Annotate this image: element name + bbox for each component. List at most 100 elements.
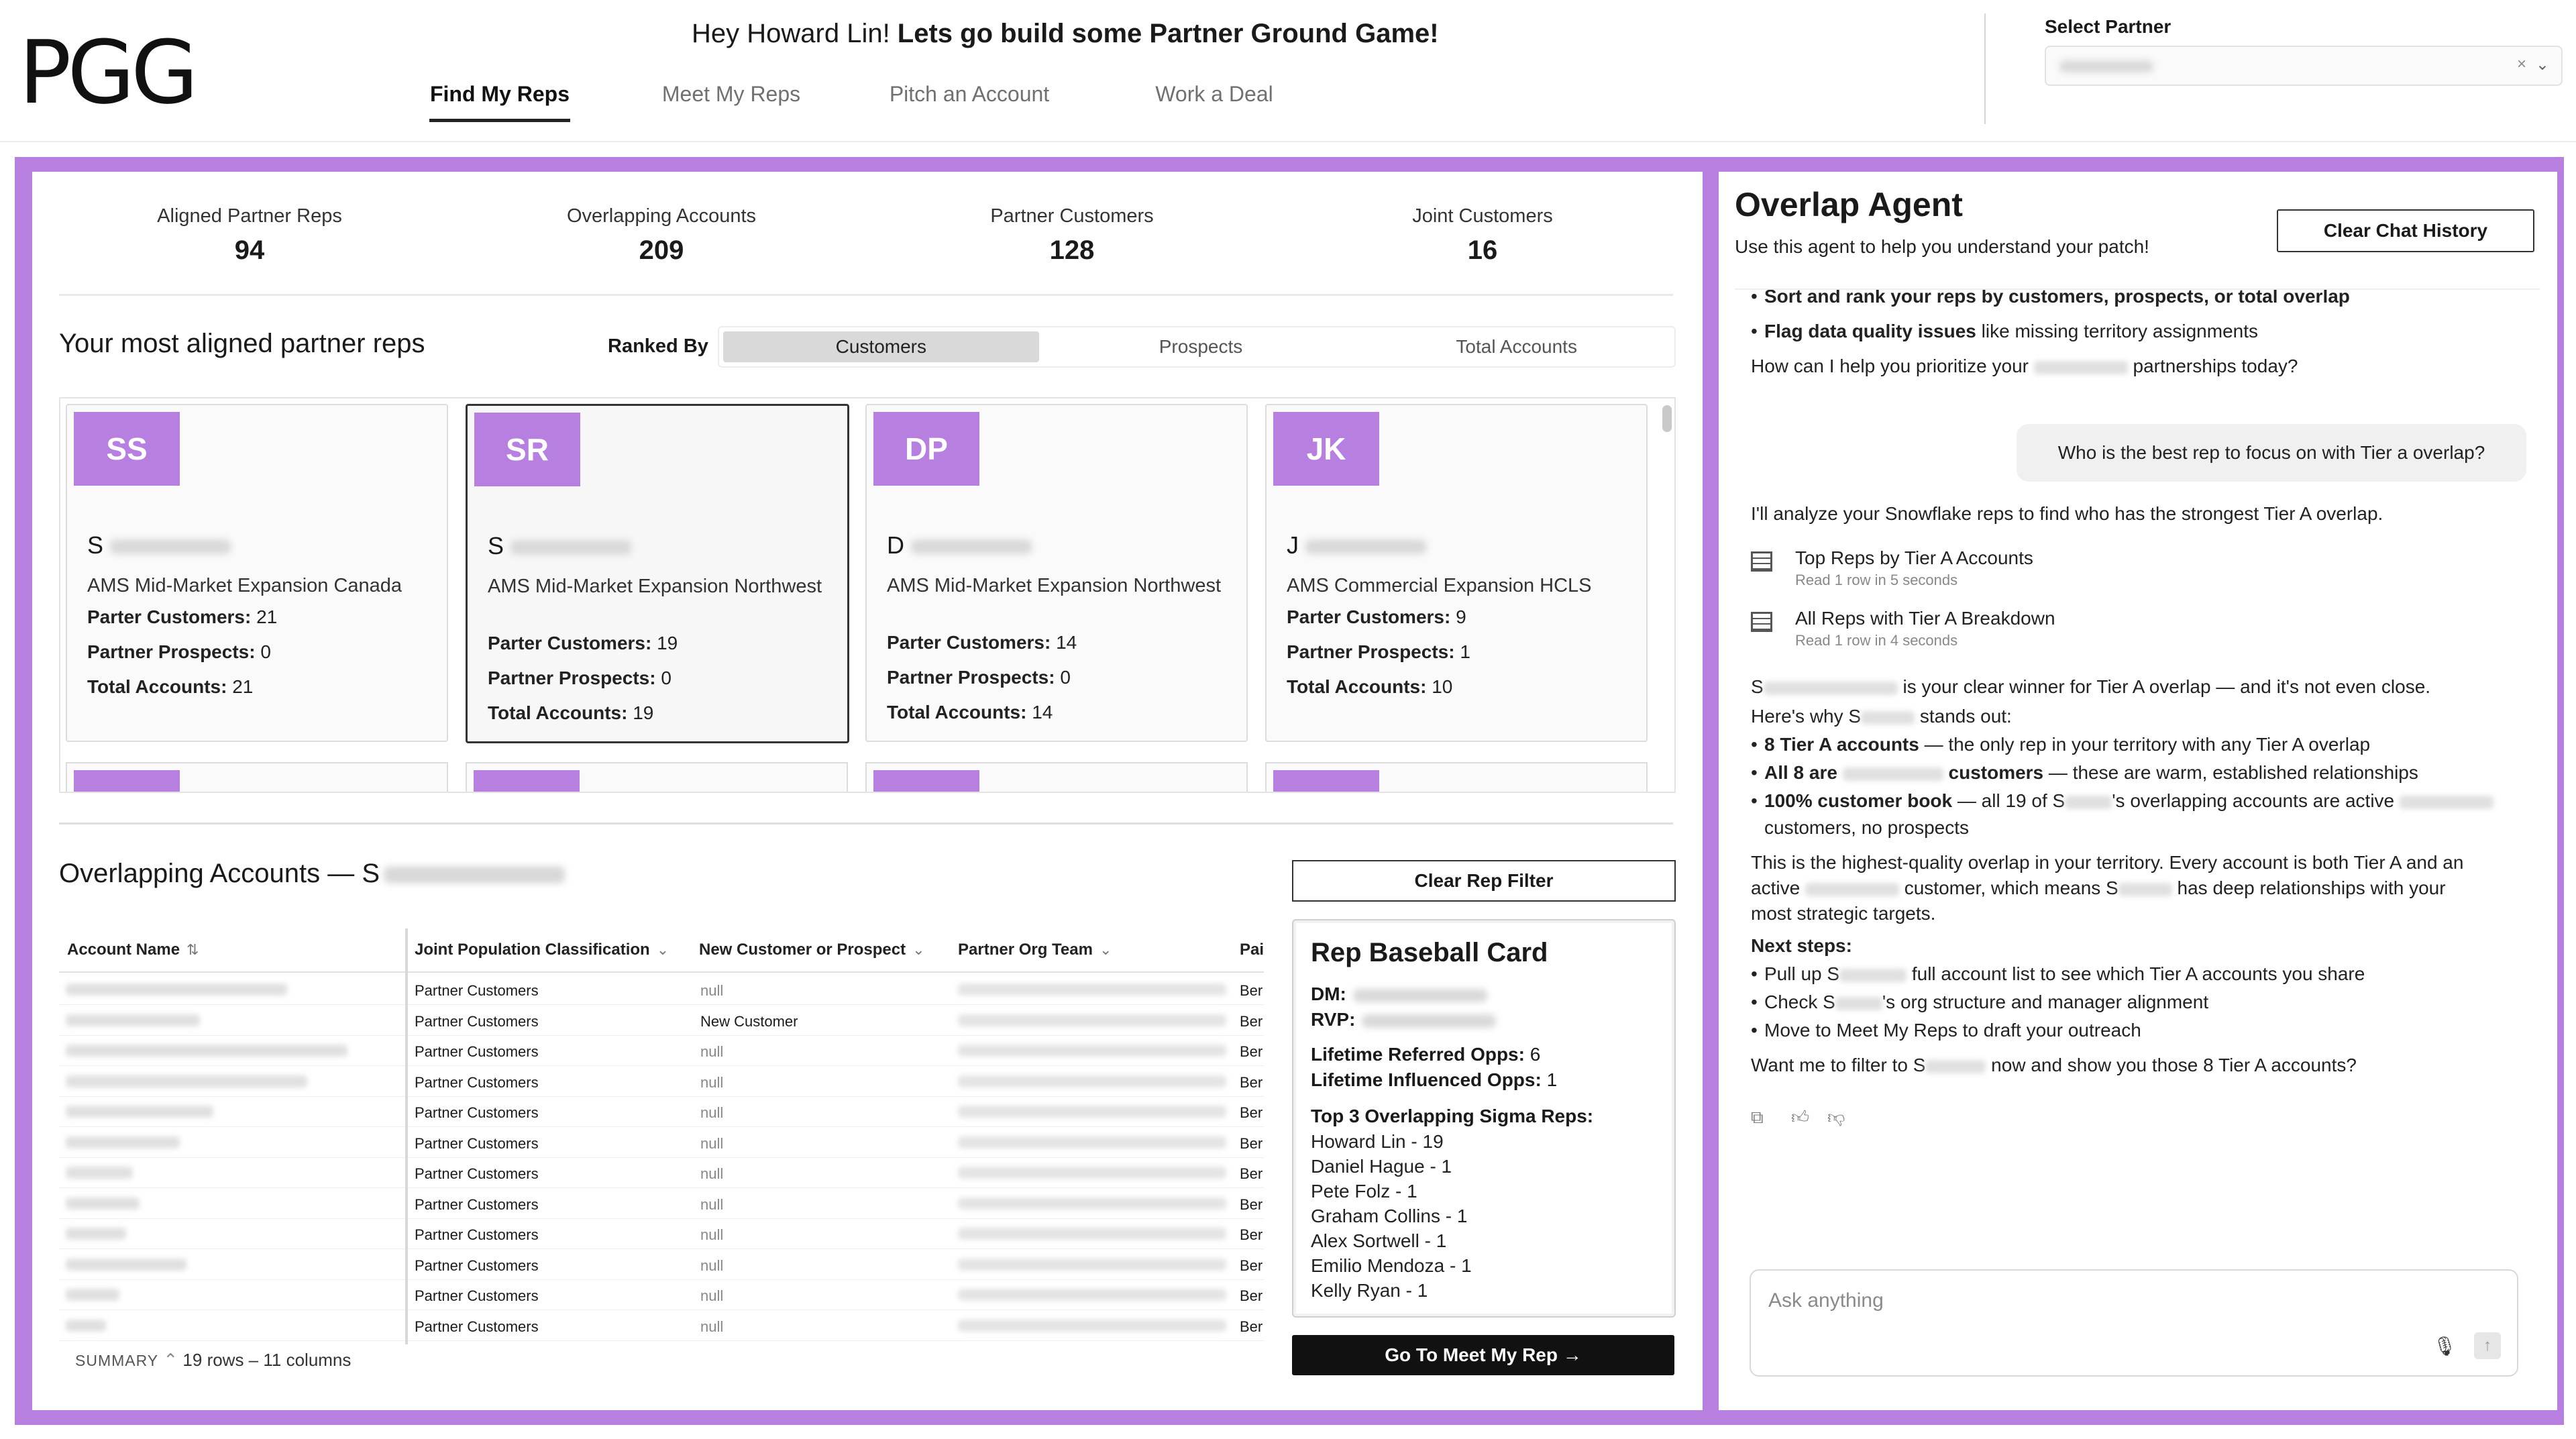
table-row[interactable]: Partner Customers null Ber: [59, 1157, 1264, 1188]
partial-cell: Ber: [1240, 1043, 1263, 1060]
dm-line: DM:: [1311, 983, 1487, 1005]
col-header-partial[interactable]: Pai: [1240, 941, 1264, 959]
cards-divider: [59, 822, 1673, 824]
classification-cell: Partner Customers: [415, 1287, 539, 1304]
table-row[interactable]: Partner Customers null Ber: [59, 1218, 1264, 1249]
sigma-rep: Alex Sortwell - 1: [1311, 1230, 1447, 1251]
tool-call-status: Read 1 row in 5 seconds: [1795, 572, 1958, 588]
rank-option-total-accounts[interactable]: Total Accounts: [1456, 336, 1577, 357]
nav-tabs: Find My Reps Meet My Reps Pitch an Accou…: [429, 82, 1301, 122]
go-to-meet-my-rep-button[interactable]: Go To Meet My Rep →: [1292, 1335, 1674, 1375]
thumbs-down-icon[interactable]: 👎︎: [1827, 1107, 1845, 1127]
account-name-cell: [66, 1106, 213, 1118]
clear-chat-history-button[interactable]: Clear Chat History: [2277, 209, 2534, 252]
rep-customers: Parter Customers: 21: [87, 606, 278, 627]
ask-anything-input[interactable]: [1767, 1287, 2373, 1315]
stat-value: 128: [1049, 235, 1095, 265]
classification-cell: Partner Customers: [415, 1073, 539, 1091]
table-row[interactable]: Partner Customers null Ber: [59, 1127, 1264, 1158]
cards-scrollbar[interactable]: [1662, 405, 1672, 432]
chevron-down-icon[interactable]: ⌄: [1099, 941, 1112, 958]
tab-pitch-an-account[interactable]: Pitch an Account: [889, 82, 1050, 106]
clear-rep-filter-button[interactable]: Clear Rep Filter: [1292, 860, 1676, 902]
avatar: [474, 770, 580, 792]
stat-value: 209: [639, 235, 684, 265]
account-name-cell: [66, 1319, 106, 1332]
rep-card[interactable]: SS S AMS Mid-Market Expansion Canada Par…: [66, 404, 448, 742]
rep-card-partial[interactable]: [466, 762, 848, 792]
partial-cell: Ber: [1240, 1287, 1263, 1304]
stat-label: Overlapping Accounts: [566, 205, 757, 227]
table-summary[interactable]: SUMMARY ⌃ 19 rows – 11 columns: [75, 1350, 352, 1370]
classification-cell: Partner Customers: [415, 1043, 539, 1060]
table-row[interactable]: Partner Customers null Ber: [59, 1035, 1264, 1066]
microphone-icon[interactable]: 🎙: [2432, 1336, 2457, 1356]
tab-find-my-reps[interactable]: Find My Reps: [429, 82, 570, 122]
rep-card-partial[interactable]: [1265, 762, 1648, 792]
tab-meet-my-reps[interactable]: Meet My Reps: [661, 82, 801, 106]
thumbs-up-icon[interactable]: 👍︎: [1791, 1107, 1810, 1127]
rep-card[interactable]: JK J AMS Commercial Expansion HCLS Parte…: [1265, 404, 1648, 742]
chevron-down-icon[interactable]: ⌄: [2535, 56, 2549, 74]
table-row[interactable]: Partner Customers null Ber: [59, 1066, 1264, 1097]
partial-cell: Ber: [1240, 1195, 1263, 1213]
col-header-classification[interactable]: Joint Population Classification ⌄: [415, 941, 669, 959]
table-row[interactable]: Partner Customers null Ber: [59, 1279, 1264, 1310]
partial-cell: Ber: [1240, 1165, 1263, 1182]
new-or-prospect-cell: null: [700, 1226, 724, 1243]
col-header-partner-org-team[interactable]: Partner Org Team ⌄: [958, 941, 1112, 959]
overlap-table: Account Name ⇅ Joint Population Classific…: [59, 928, 1264, 1344]
clear-icon[interactable]: ×: [2516, 55, 2526, 73]
partner-org-team-cell: [958, 983, 1226, 996]
partner-org-team-cell: [958, 1136, 1226, 1149]
chevron-down-icon[interactable]: ⌄: [912, 941, 925, 958]
rank-option-customers[interactable]: Customers: [723, 331, 1039, 362]
table-row[interactable]: Partner Customers null Ber: [59, 1188, 1264, 1219]
table-icon: [1751, 551, 1772, 572]
table-row[interactable]: Partner Customers null Ber: [59, 1249, 1264, 1280]
chat-input-box: 🎙 ↑: [1750, 1269, 2518, 1377]
classification-cell: Partner Customers: [415, 1012, 539, 1030]
account-name-cell: [66, 1014, 200, 1026]
chat-transcript[interactable]: Sort and rank your reps by customers, pr…: [1735, 288, 2540, 1256]
partner-org-team-cell: [958, 1106, 1226, 1118]
table-row[interactable]: Partner Customers null Ber: [59, 1310, 1264, 1341]
partner-org-team-cell: [958, 1289, 1226, 1301]
partial-cell: Ber: [1240, 1257, 1263, 1274]
rep-card-partial[interactable]: [66, 762, 448, 792]
classification-cell: Partner Customers: [415, 1104, 539, 1121]
stat-joint-customers: Joint Customers 16: [1342, 205, 1623, 266]
ranked-by-label: Ranked By: [608, 335, 708, 357]
rank-option-prospects[interactable]: Prospects: [1159, 336, 1243, 357]
rep-card-selected[interactable]: SR S AMS Mid-Market Expansion Northwest …: [466, 404, 849, 743]
table-row[interactable]: Partner Customers null Ber: [59, 1096, 1264, 1127]
sort-icon[interactable]: ⇅: [186, 941, 199, 958]
table-row[interactable]: Partner Customers New Customer Ber: [59, 1005, 1264, 1036]
account-name-cell: [66, 1045, 347, 1057]
chat-text: Next steps:: [1751, 935, 1852, 956]
sigma-rep: Daniel Hague - 1: [1311, 1156, 1452, 1177]
chevron-down-icon[interactable]: ⌄: [656, 941, 669, 958]
avatar: SS: [74, 412, 180, 486]
rep-card[interactable]: DP D AMS Mid-Market Expansion Northwest …: [865, 404, 1248, 742]
rep-card-partial[interactable]: [865, 762, 1248, 792]
copy-icon[interactable]: ⧉: [1751, 1107, 1764, 1127]
new-or-prospect-cell: null: [700, 1318, 724, 1335]
rep-prospects: Partner Prospects: 0: [488, 668, 672, 688]
partner-org-team-cell: [958, 1258, 1226, 1271]
partner-select[interactable]: × ⌄: [2045, 46, 2563, 86]
avatar: SR: [474, 413, 580, 486]
tab-work-a-deal[interactable]: Work a Deal: [1155, 82, 1273, 106]
chat-text: active customer, which means S has deep …: [1751, 877, 2446, 898]
rvp-line: RVP:: [1311, 1009, 1497, 1030]
col-header-new-or-prospect[interactable]: New Customer or Prospect ⌄: [699, 941, 925, 959]
greeting-bold: Lets go build some Partner Ground Game!: [897, 19, 1439, 48]
account-name-cell: [66, 1258, 186, 1271]
avatar: DP: [873, 412, 979, 486]
classification-cell: Partner Customers: [415, 1257, 539, 1274]
column-separator[interactable]: [405, 928, 408, 1344]
table-row[interactable]: Partner Customers null Ber: [59, 974, 1264, 1005]
col-header-account-name[interactable]: Account Name ⇅: [67, 941, 199, 959]
new-or-prospect-cell: null: [700, 1043, 724, 1060]
send-button[interactable]: ↑: [2474, 1332, 2501, 1359]
